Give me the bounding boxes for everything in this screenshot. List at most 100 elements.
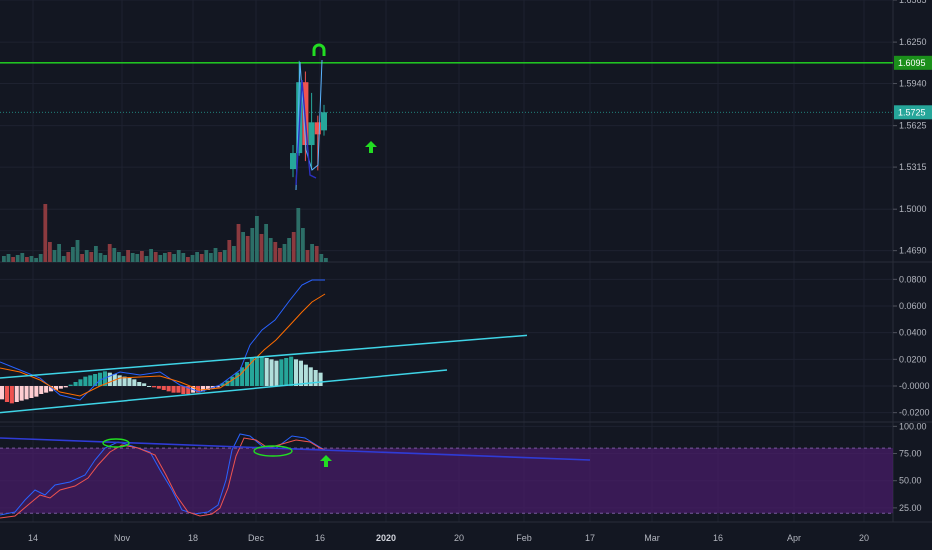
macd-histogram-bar (83, 376, 88, 386)
macd-axis-label[interactable]: 0.0800 (899, 274, 927, 284)
volume-bar (20, 253, 25, 262)
resistance-label[interactable]: 1.6095 (898, 58, 926, 68)
macd-histogram-bar (68, 384, 73, 386)
time-axis-label[interactable]: Apr (787, 533, 801, 543)
stoch-axis-label[interactable]: 75.00 (899, 449, 922, 459)
volume-bar (287, 238, 291, 262)
macd-histogram-bar (78, 379, 83, 386)
time-axis-label[interactable]: 16 (315, 533, 325, 543)
volume-bar (135, 254, 140, 262)
candle-body (321, 112, 327, 131)
macd-pane[interactable] (0, 279, 528, 414)
macd-histogram-bar (186, 386, 191, 394)
time-axis-label[interactable]: 17 (585, 533, 595, 543)
macd-histogram-bar (259, 356, 264, 386)
stochastic-pane[interactable] (0, 433, 893, 519)
macd-histogram-bar (294, 359, 299, 386)
volume-bar (282, 244, 287, 262)
volume-bar (278, 248, 282, 262)
volume-bar (167, 252, 172, 262)
volume-bar (213, 248, 218, 262)
time-axis-label[interactable]: 14 (28, 533, 38, 543)
macd-histogram-bar (24, 386, 29, 400)
volume-bar (186, 257, 190, 262)
volume-bar (250, 228, 255, 262)
channel-lower-line (0, 369, 448, 414)
macd-histogram-bar (73, 382, 78, 386)
price-axis-label[interactable]: 1.6565 (899, 0, 927, 5)
macd-histogram-bar (137, 382, 142, 386)
macd-axis-label[interactable]: -0.0200 (899, 408, 930, 418)
price-axis-label[interactable]: 1.4690 (899, 246, 927, 256)
macd-histogram-bar (142, 383, 147, 386)
price-axis-label[interactable]: 1.5940 (899, 79, 927, 89)
volume-bar (209, 253, 213, 262)
stoch-axis-label[interactable]: 25.00 (899, 503, 922, 513)
macd-axis-label[interactable]: -0.0000 (899, 381, 930, 391)
macd-histogram-bar (93, 374, 98, 386)
volume-bar (89, 252, 94, 262)
stoch-band (0, 448, 893, 514)
time-axis-label[interactable]: Mar (644, 533, 660, 543)
stoch-axis-label[interactable]: 50.00 (899, 476, 922, 486)
macd-histogram-bar (264, 358, 269, 386)
volume-bar (144, 256, 149, 262)
volume-bar (75, 240, 80, 262)
macd-histogram-bar (215, 386, 220, 388)
volume-bar (319, 254, 324, 262)
volume-bar (52, 250, 57, 262)
time-axis-label[interactable]: 2020 (376, 533, 396, 543)
volume-bar (140, 251, 144, 262)
macd-axis-label[interactable]: 0.0200 (899, 354, 927, 364)
volume-bar (130, 253, 135, 262)
time-axis-label[interactable]: 20 (454, 533, 464, 543)
last-price-label[interactable]: 1.5725 (898, 107, 926, 117)
time-axis-label[interactable]: Feb (516, 533, 532, 543)
volume-bar (310, 244, 314, 262)
volume-bar (103, 255, 107, 262)
volume-bar (43, 204, 48, 262)
macd-histogram-bar (274, 360, 279, 386)
macd-histogram-bar (39, 386, 44, 394)
up-arrow-shape (320, 455, 332, 467)
up-arrow-shape (365, 141, 377, 153)
volume-bar (314, 246, 319, 262)
time-axis-label[interactable]: 20 (859, 533, 869, 543)
volume-bar (241, 232, 245, 262)
macd-histogram-bar (151, 386, 156, 388)
macd-histogram-bar (166, 386, 171, 392)
stoch-axis-label[interactable]: 100.00 (899, 421, 927, 431)
volume-bar (264, 224, 268, 262)
macd-histogram-bar (29, 386, 34, 398)
volume-bar (11, 257, 15, 262)
price-axis-label[interactable]: 1.6250 (899, 37, 927, 47)
macd-histogram-bar (127, 378, 132, 386)
macd-histogram-bar (235, 372, 240, 386)
macd-histogram-bar (34, 386, 39, 397)
price-axis-label[interactable]: 1.5315 (899, 162, 927, 172)
volume-bar (176, 250, 181, 262)
volume-bar (107, 244, 112, 262)
volume-bar (301, 228, 305, 262)
price-axis-label[interactable]: 1.5000 (899, 204, 927, 214)
time-axis-label[interactable]: 16 (713, 533, 723, 543)
macd-histogram-bar (230, 376, 235, 386)
price-axis-label[interactable]: 1.5625 (899, 121, 927, 131)
macd-histogram-bar (63, 386, 68, 388)
time-axis-label[interactable]: Dec (248, 533, 265, 543)
time-axis-label[interactable]: 18 (188, 533, 198, 543)
macd-axis-label[interactable]: 0.0400 (899, 328, 927, 338)
time-axis-label[interactable]: Nov (114, 533, 131, 543)
time-axis[interactable]: 14 Nov 18 Dec 16 2020 20 Feb 17 Mar 16 Apr 20 (28, 533, 869, 543)
macd-histogram-bar (102, 371, 107, 386)
volume-bar (291, 232, 296, 262)
macd-histogram-bar (132, 379, 137, 386)
price-axes[interactable]: 1.6565 1.6250 1.5940 1.5625 1.5315 1.5000 1.46… (893, 0, 932, 513)
price-pane[interactable] (0, 43, 893, 191)
candle-body (290, 153, 296, 170)
volume-bar (227, 240, 232, 262)
macd-axis-label[interactable]: 0.0600 (899, 301, 927, 311)
last-price-label-bg (894, 105, 932, 120)
volume-bar (98, 253, 103, 262)
